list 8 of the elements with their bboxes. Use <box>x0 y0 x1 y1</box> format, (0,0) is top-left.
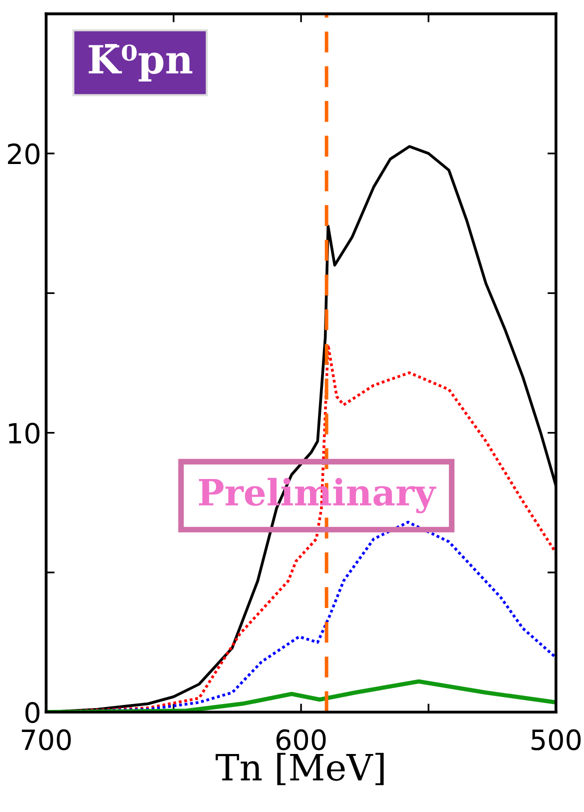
x-tick-label: 500 <box>532 729 581 750</box>
y-tick-label: 0 <box>25 702 40 724</box>
x-tick-label: 600 <box>276 729 326 750</box>
x-axis-title: Tn [MeV] <box>216 752 384 786</box>
y-tick-label: 10 <box>8 422 40 444</box>
y-tick-label: 20 <box>8 143 40 164</box>
x-tick-label: 700 <box>22 729 71 750</box>
annotation: K̄⁰pn <box>88 44 192 82</box>
